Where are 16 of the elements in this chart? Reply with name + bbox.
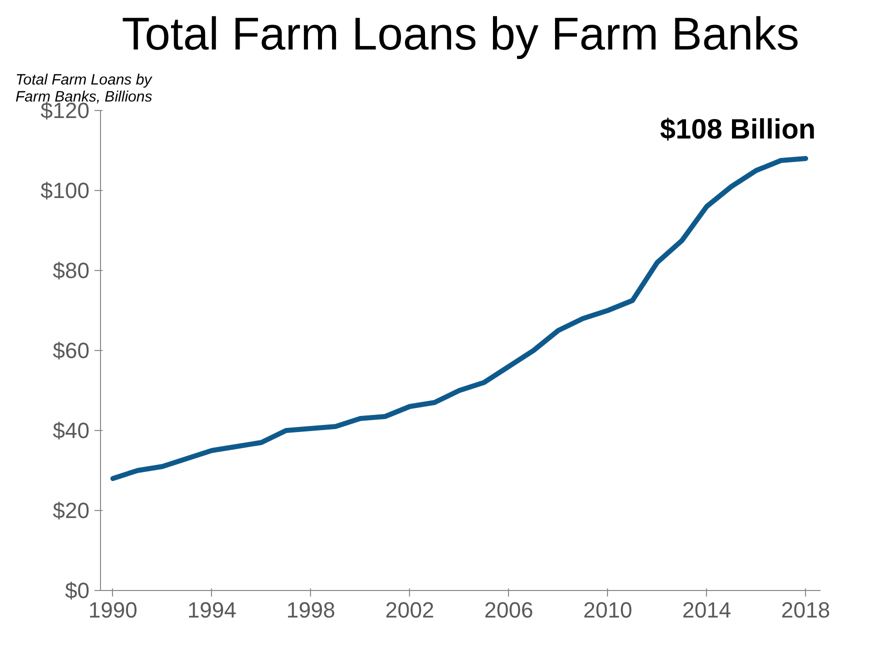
y-tick-label: $80 <box>52 258 90 283</box>
y-tick-label: $40 <box>52 418 90 443</box>
annotation: $108 Billion <box>660 114 816 144</box>
y-tick-label: $0 <box>65 578 90 603</box>
x-tick-label: 1994 <box>187 598 236 622</box>
y-tick-label: $20 <box>52 498 90 523</box>
x-tick-label: 2018 <box>781 598 830 622</box>
x-tick-label: 2002 <box>385 598 434 622</box>
x-tick-label: 2006 <box>484 598 534 622</box>
y-tick-label: $60 <box>52 338 90 363</box>
x-tick-label: 1990 <box>88 598 138 622</box>
chart-title: Total Farm Loans by Farm Banks <box>122 8 800 60</box>
x-tick-label: 1998 <box>286 598 336 622</box>
x-tick-label: 2014 <box>682 598 732 622</box>
x-tick-label: 2010 <box>583 598 632 622</box>
y-tick-label: $100 <box>40 178 90 203</box>
